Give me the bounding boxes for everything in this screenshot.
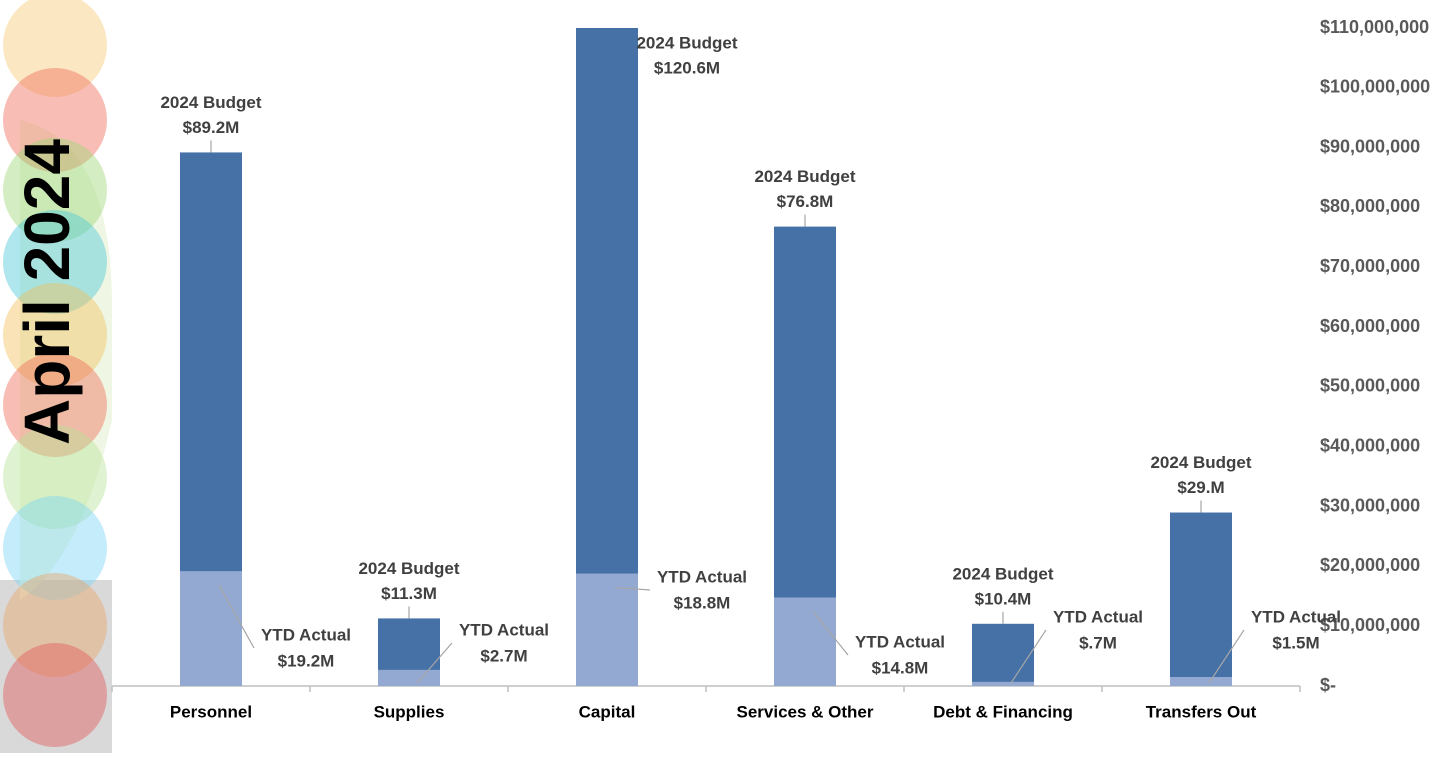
bar (576, 573, 638, 686)
bar (972, 623, 1034, 686)
actual-label-value: $14.8M (872, 658, 929, 677)
budget-label-value: $10.4M (975, 589, 1032, 608)
side-label: April 2024 (11, 139, 83, 445)
x-tick-label: Capital (579, 702, 636, 721)
leader-line (812, 611, 849, 656)
circle (3, 0, 107, 97)
circle (3, 643, 107, 747)
x-tick-label: Personnel (170, 702, 252, 721)
budget-label-value: $76.8M (777, 192, 834, 211)
budget-label-name: 2024 Budget (160, 93, 261, 112)
decoration (0, 0, 112, 753)
y-tick-label: $30,000,000 (1320, 495, 1420, 515)
y-tick-label: $100,000,000 (1320, 77, 1430, 97)
y-tick-label: $70,000,000 (1320, 256, 1420, 276)
circle (3, 425, 107, 529)
actual-label-value: $18.8M (674, 593, 731, 612)
budget-label-value: $11.3M (381, 584, 437, 603)
budget-label-value: $89.2M (183, 118, 240, 137)
actual-label-value: $19.2M (278, 651, 335, 670)
y-tick-label: $60,000,000 (1320, 316, 1420, 336)
y-tick-label: $- (1320, 675, 1336, 695)
y-tick-label: $40,000,000 (1320, 435, 1420, 455)
y-tick-label: $80,000,000 (1320, 196, 1420, 216)
actual-label-value: $2.7M (480, 646, 527, 665)
actual-label-value: $.7M (1079, 633, 1117, 652)
y-tick-label: $10,000,000 (1320, 615, 1420, 635)
budget-label-name: 2024 Budget (754, 167, 855, 186)
bar (1170, 512, 1232, 686)
budget-label-name: 2024 Budget (636, 33, 737, 52)
budget-label-value: $29.M (1177, 478, 1224, 497)
x-tick-label: Services & Other (736, 702, 873, 721)
gray-panel (0, 580, 112, 753)
budget-label-name: 2024 Budget (952, 564, 1053, 583)
bar (972, 681, 1034, 686)
circle (3, 283, 107, 387)
budget-label-value: $120.6M (654, 58, 720, 77)
leader-line (218, 584, 255, 649)
actual-label-name: YTD Actual (855, 632, 945, 651)
leader-line (1208, 629, 1245, 684)
leader-line (1010, 629, 1047, 684)
circle (3, 210, 107, 314)
actual-label-value: $1.5M (1272, 633, 1319, 652)
y-tick-label: $50,000,000 (1320, 376, 1420, 396)
circle (3, 573, 107, 677)
actual-label-name: YTD Actual (1053, 607, 1143, 626)
y-tick-label: $90,000,000 (1320, 136, 1420, 156)
circle (3, 353, 107, 457)
actual-label-name: YTD Actual (1251, 607, 1341, 626)
y-tick-label: $20,000,000 (1320, 555, 1420, 575)
bar (774, 597, 836, 686)
circle (3, 496, 107, 600)
circle (3, 138, 107, 242)
plot-area (180, 28, 1232, 687)
green-band (20, 120, 112, 600)
bar (180, 571, 242, 686)
actual-label-name: YTD Actual (261, 625, 351, 644)
budget-label-name: 2024 Budget (1150, 453, 1251, 472)
x-tick-label: Debt & Financing (933, 702, 1073, 721)
y-tick-label: $110,000,000 (1320, 17, 1429, 37)
circle (3, 68, 107, 172)
bar (378, 669, 440, 686)
bar (1170, 677, 1232, 686)
x-tick-label: Transfers Out (1146, 702, 1257, 721)
x-tick-label: Supplies (374, 702, 445, 721)
leader-line (614, 586, 651, 591)
actual-label-name: YTD Actual (657, 567, 747, 586)
leader-line (416, 642, 453, 684)
actual-label-name: YTD Actual (459, 620, 549, 639)
budget-label-name: 2024 Budget (358, 559, 459, 578)
